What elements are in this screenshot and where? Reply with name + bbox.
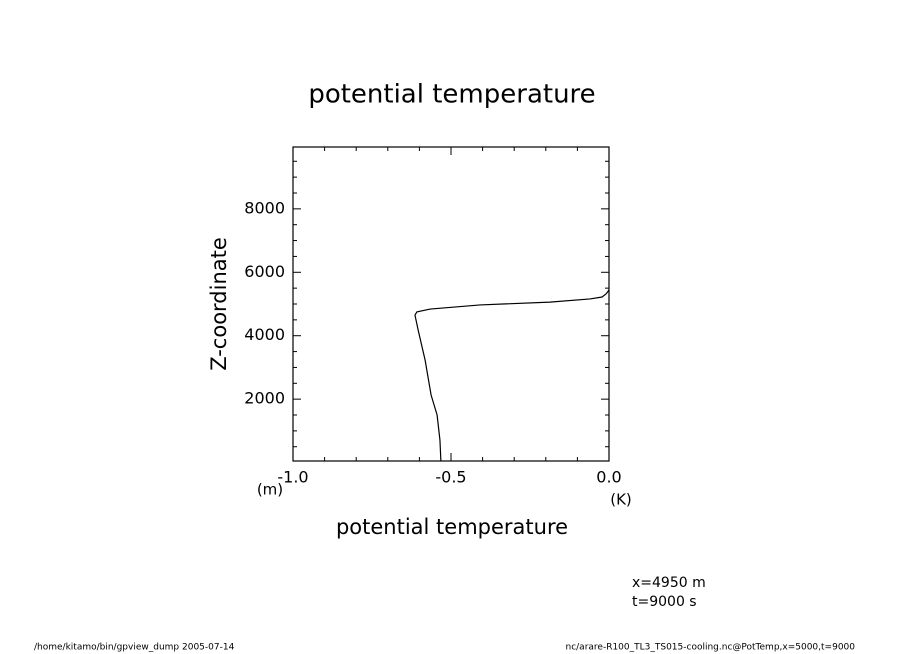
footer: /home/kitamo/bin/gpview_dump 2005-07-14 <box>34 643 235 653</box>
annotation: t=9000 s <box>632 594 697 610</box>
x-axis-label: potential temperature <box>336 515 568 539</box>
y-unit: (m) <box>257 481 283 499</box>
annotation: x=4950 m <box>632 575 706 591</box>
footer: nc/arare-R100_TL3_TS015-cooling.nc@PotTe… <box>566 643 856 653</box>
x-tick-label: 0.0 <box>596 468 621 487</box>
line <box>414 289 610 462</box>
x-unit: (K) <box>610 491 632 509</box>
chart-title: potential temperature <box>308 80 595 110</box>
y-axis-label: Z-coordinate <box>207 237 231 371</box>
x-tick-label: -1.0 <box>277 468 308 487</box>
y-tick-label: 8000 <box>244 198 285 217</box>
x-tick-label: -0.5 <box>435 468 466 487</box>
y-tick-label: 4000 <box>244 325 285 344</box>
y-tick-label: 6000 <box>244 262 285 281</box>
plot-frame <box>292 146 610 462</box>
y-tick-label: 2000 <box>244 389 285 408</box>
